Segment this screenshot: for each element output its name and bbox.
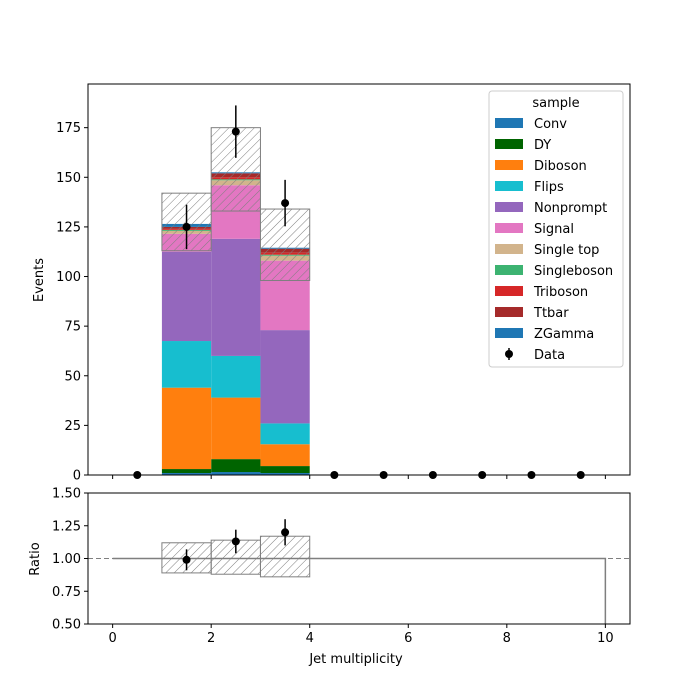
ratio-lines — [88, 557, 630, 624]
ratio-point — [182, 555, 191, 564]
bar-flips — [211, 355, 261, 398]
ratio-y-tick-label: 1.25 — [52, 519, 81, 534]
main-y-tick-label: 125 — [56, 220, 81, 235]
legend-label: DY — [534, 138, 551, 153]
legend-swatch — [495, 265, 523, 275]
bar-flips — [260, 423, 310, 445]
ratio-points — [182, 519, 290, 571]
legend-label: Signal — [534, 222, 574, 237]
main-axes-frame — [87, 83, 631, 476]
main-y-tick-label: 25 — [64, 419, 81, 434]
bar-flips — [161, 341, 212, 388]
ratio-y-ticks: 0.50 0.75 1.00 1.25 1.50 — [52, 487, 88, 633]
x-tick-label: 0 — [108, 631, 116, 646]
legend-swatch — [495, 160, 523, 170]
legend-label: Conv — [534, 117, 567, 132]
legend-swatch — [495, 307, 523, 317]
data-points — [133, 105, 585, 479]
bar-conv — [260, 473, 310, 475]
legend-items: Conv DY Diboson Flips Nonprompt Signal Single … — [495, 117, 613, 363]
legend-label: ZGamma — [534, 327, 594, 342]
ratio-y-tick-label: 0.50 — [52, 618, 81, 633]
ratio-plot-panel: 0.50 0.75 1.00 1.25 1.50 0 2 4 6 8 10 Ratio Jet m… — [28, 487, 631, 667]
bar-dy — [260, 466, 310, 474]
legend: sample Conv DY Diboson Flips Nonprompt Signal… — [488, 90, 624, 368]
bar-nonprompt — [161, 251, 212, 342]
legend-title: sample — [532, 96, 579, 111]
ratio-point — [231, 537, 240, 546]
bar-nonprompt — [211, 238, 261, 356]
ratio-step-line — [112, 557, 607, 624]
legend-swatch — [495, 223, 523, 233]
bar-nonprompt — [260, 330, 310, 424]
legend-label: Flips — [534, 180, 564, 195]
legend-swatch — [495, 202, 523, 212]
bar-diboson — [260, 444, 310, 467]
legend-swatch — [495, 181, 523, 191]
ratio-x-ticks: 0 2 4 6 8 10 — [108, 624, 614, 646]
uncertainty-band-bin — [259, 208, 311, 281]
ratio-point — [281, 528, 290, 537]
legend-label: Singleboson — [534, 264, 613, 279]
ratio-y-tick-label: 1.50 — [52, 487, 81, 502]
legend-data-marker — [505, 350, 513, 358]
main-y-axis-label: Events — [32, 258, 47, 302]
bar-conv — [211, 472, 261, 475]
legend-label: Single top — [534, 243, 599, 258]
main-y-tick-label: 50 — [64, 369, 81, 384]
main-y-ticks: 0 25 50 75 100 125 150 175 — [56, 121, 88, 484]
main-y-tick-label: 0 — [73, 469, 81, 484]
legend-label: Triboson — [533, 285, 588, 300]
bar-diboson — [161, 387, 212, 470]
bar-dy — [161, 469, 212, 474]
main-y-tick-label: 150 — [56, 171, 81, 186]
main-y-tick-label: 100 — [56, 270, 81, 285]
legend-label: Data — [534, 348, 565, 363]
legend-swatch — [495, 286, 523, 296]
x-tick-label: 8 — [503, 631, 511, 646]
legend-swatch — [495, 328, 523, 338]
data-point — [231, 127, 240, 136]
bar-diboson — [211, 397, 261, 460]
legend-swatch — [495, 244, 523, 254]
x-tick-label: 6 — [404, 631, 412, 646]
x-axis-label: Jet multiplicity — [308, 652, 403, 667]
ratio-y-tick-label: 1.00 — [52, 552, 81, 567]
bar-conv — [161, 473, 212, 475]
ratio-y-axis-label: Ratio — [28, 542, 43, 575]
main-y-tick-label: 175 — [56, 121, 81, 136]
x-tick-label: 2 — [207, 631, 215, 646]
legend-swatch — [495, 139, 523, 149]
legend-swatch — [495, 118, 523, 128]
legend-label: Nonprompt — [534, 201, 607, 216]
data-point — [182, 222, 191, 231]
ratio-y-tick-label: 0.75 — [52, 585, 81, 600]
bar-dy — [211, 459, 261, 473]
legend-label: Diboson — [534, 159, 587, 174]
main-y-tick-label: 75 — [64, 320, 81, 335]
x-tick-label: 10 — [597, 631, 614, 646]
x-tick-label: 4 — [306, 631, 314, 646]
main-x-ticks — [112, 475, 606, 479]
legend-label: Ttbar — [533, 306, 569, 321]
data-point — [281, 199, 290, 208]
